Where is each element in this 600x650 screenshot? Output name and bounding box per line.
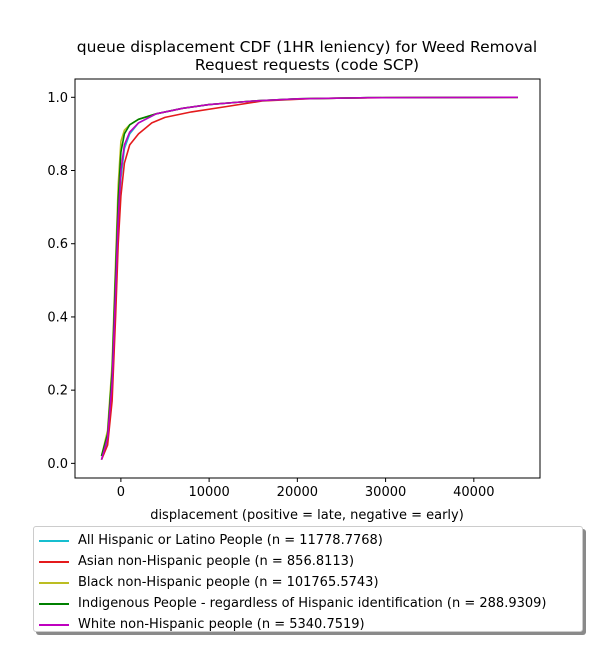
- legend-swatch: [39, 539, 69, 542]
- legend-label: Black non-Hispanic people (n = 101765.57…: [78, 575, 379, 590]
- legend-item: Black non-Hispanic people (n = 101765.57…: [34, 572, 582, 593]
- legend-swatch: [39, 623, 69, 626]
- legend-swatch: [39, 602, 69, 605]
- legend-label: Indigenous People - regardless of Hispan…: [78, 596, 547, 611]
- series-line-3: [100, 96, 518, 457]
- legend-label: White non-Hispanic people (n = 5340.7519…: [78, 617, 365, 632]
- legend-swatch: [39, 581, 69, 584]
- x-tick-label: 20000: [277, 485, 318, 500]
- legend-item: Asian non-Hispanic people (n = 856.8113): [34, 551, 582, 572]
- series-line-0: [100, 96, 518, 460]
- cdf-chart: queue displacement CDF (1HR leniency) fo…: [47, 38, 541, 523]
- legend-item: All Hispanic or Latino People (n = 11778…: [34, 530, 582, 551]
- x-axis-label: displacement (positive = late, negative …: [150, 508, 464, 523]
- chart-title-line-1: queue displacement CDF (1HR leniency) fo…: [77, 38, 537, 56]
- y-tick-label: 0.0: [47, 457, 68, 472]
- legend: All Hispanic or Latino People (n = 11778…: [33, 526, 583, 632]
- x-tick-label: 40000: [453, 485, 494, 500]
- x-axis-ticks: 0 10000 20000 30000 40000: [117, 478, 495, 500]
- x-tick-label: 0: [117, 485, 125, 500]
- series-line-4: [100, 96, 518, 460]
- y-axis-ticks: 0.0 0.2 0.4 0.6 0.8 1.0: [47, 91, 75, 472]
- series-line-1: [100, 96, 518, 461]
- legend-swatch: [39, 560, 69, 563]
- x-tick-label: 10000: [188, 485, 229, 500]
- legend-label: All Hispanic or Latino People (n = 11778…: [78, 533, 383, 548]
- y-tick-label: 0.6: [47, 237, 68, 252]
- plot-area-frame: [74, 78, 541, 479]
- legend-label: Asian non-Hispanic people (n = 856.8113): [78, 554, 355, 569]
- series-lines: [100, 96, 518, 461]
- y-tick-label: 0.2: [47, 384, 68, 399]
- chart-title-line-2: Request requests (code SCP): [195, 56, 419, 74]
- legend-item: White non-Hispanic people (n = 5340.7519…: [34, 614, 582, 635]
- y-tick-label: 0.8: [47, 164, 68, 179]
- y-tick-label: 1.0: [47, 91, 68, 106]
- x-tick-label: 30000: [365, 485, 406, 500]
- legend-item: Indigenous People - regardless of Hispan…: [34, 593, 582, 614]
- y-tick-label: 0.4: [47, 310, 68, 325]
- series-line-2: [100, 96, 518, 457]
